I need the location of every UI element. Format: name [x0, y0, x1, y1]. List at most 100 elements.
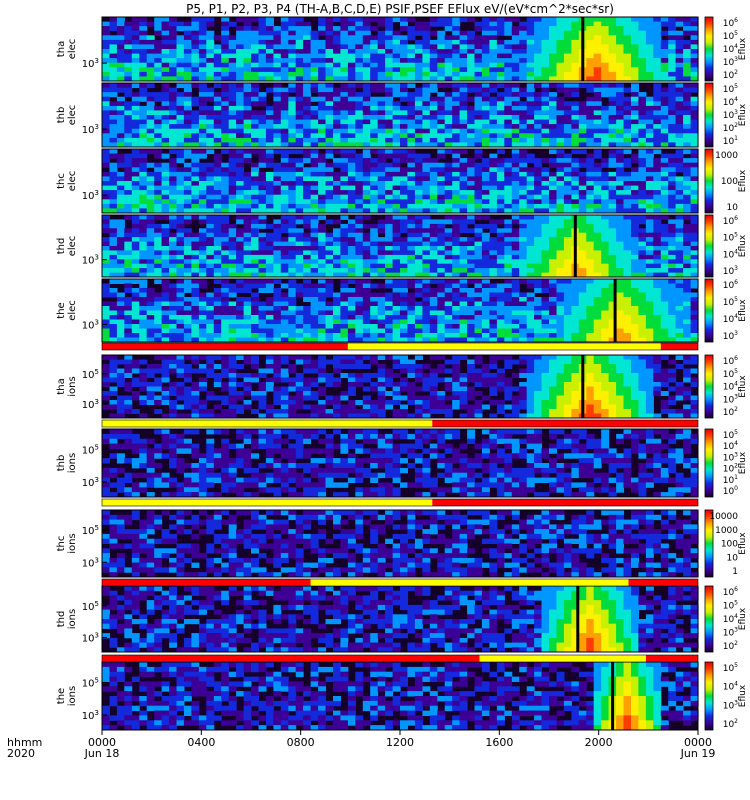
colorbar-tick-label: 103: [723, 451, 738, 463]
colorbar-label: Eflux: [738, 103, 748, 126]
colorbar-tick-label: 103: [723, 627, 738, 639]
panel-frame: [101, 354, 699, 419]
colorbar-gradient: [704, 16, 714, 82]
colorbar-tick-label: 102: [723, 69, 738, 81]
panel-frame: [101, 16, 699, 82]
colorbar-tick-label: 105: [723, 296, 738, 308]
shadow-segment: [102, 579, 311, 586]
panel-label: thc elec: [56, 171, 78, 192]
spectrogram-cells: [102, 149, 699, 214]
panel-the-elec: the elec 103: [56, 278, 699, 343]
colorbar-tick-label: 106: [723, 17, 738, 29]
panel-label: tha ions: [56, 376, 78, 396]
y-tick-label: 103: [82, 57, 99, 70]
colorbar-gradient: [704, 428, 714, 498]
panel-label: thd ions: [56, 609, 78, 629]
spectrogram-cells: [102, 17, 699, 82]
shadow-bar-thd: [101, 578, 699, 587]
colorbar-tick-label: 100: [721, 177, 738, 187]
colorbar-tick-label: 103: [723, 109, 738, 121]
y-tick-label: 103: [82, 398, 99, 411]
colorbar-tick-label: 103: [723, 393, 738, 405]
y-tick-label: 103: [82, 189, 99, 202]
panel-the-ions: the ions 105 103: [56, 661, 699, 731]
x-tick-time: 1200: [386, 736, 414, 749]
shadow-bar-tha: [101, 342, 699, 351]
panel-species-label: ions: [67, 609, 78, 629]
colorbar-tick-label: 105: [723, 30, 738, 42]
shadow-segment: [102, 499, 433, 506]
panel-probe-label: thd: [56, 238, 67, 255]
panel-species-label: ions: [67, 533, 78, 553]
y-tick-label: 105: [82, 600, 99, 613]
shadow-segment: [347, 343, 661, 350]
colorbars: 106105104103102Eflux105104103102101Eflux…: [704, 16, 748, 731]
panel-frame: [101, 278, 699, 343]
shadow-segment: [660, 343, 699, 350]
colorbar-gradient: [704, 509, 714, 578]
colorbar-gradient: [704, 661, 714, 731]
colorbar-tick-label: 106: [723, 279, 738, 291]
colorbar-gradient: [704, 148, 714, 214]
panel-thd-ions: thd ions 105 103: [56, 585, 699, 653]
colorbar-tick-label: 104: [723, 313, 738, 325]
colorbar-thc-ions: 10000 1000 100 10 1 Eflux: [704, 509, 748, 578]
panel-frame: [101, 509, 699, 578]
colorbar-tick-label: 102: [723, 718, 738, 730]
x-tick-time: 0000: [684, 736, 712, 749]
colorbar-tick-label: 102: [723, 640, 738, 652]
y-tick-label: 105: [82, 443, 99, 456]
colorbar-tick-label: 103: [723, 330, 738, 342]
colorbar-tick-label: 1: [732, 567, 738, 577]
y-tick-label: 105: [82, 368, 99, 381]
shadow-bar-the: [101, 654, 699, 663]
panel-probe-label: thb: [56, 107, 67, 124]
panel-probe-label: tha: [56, 378, 67, 394]
colorbar-the-ions: 105 104 103 102 Eflux: [704, 661, 748, 731]
colorbar-gradient: [704, 278, 714, 343]
colorbar-label: Eflux: [738, 234, 748, 257]
panel-label: thb elec: [56, 105, 78, 126]
spectrogram-cells: [102, 215, 699, 278]
x-tick-time: 0800: [287, 736, 315, 749]
colorbar-tick-label: 105: [723, 662, 738, 674]
x-tick-time: 0400: [187, 736, 215, 749]
x-label-year: 2020: [7, 747, 35, 760]
x-tick-date: Jun 19: [680, 747, 716, 760]
colorbar-tick-label: 106: [723, 355, 738, 367]
spectrogram-cells: [102, 510, 699, 578]
colorbar-tick-label: 102: [723, 122, 738, 134]
colorbar-tick-label: 1000: [715, 151, 738, 161]
colorbar-tick-label: 10: [727, 203, 739, 213]
colorbar-label: Eflux: [738, 607, 748, 630]
colorbar-tick-label: 10: [727, 553, 739, 563]
colorbar-tick-label: 100: [721, 540, 738, 550]
colorbar-tick-label: 103: [723, 265, 738, 277]
panel-label: thd elec: [56, 236, 78, 257]
colorbar-tick-label: 101: [723, 135, 738, 147]
shadow-bar-thc: [101, 498, 699, 507]
y-tick-label: 103: [82, 476, 99, 489]
colorbar-tick-label: 105: [723, 600, 738, 612]
y-tick-label: 103: [82, 123, 99, 136]
shadow-segment: [102, 420, 433, 427]
data-gap: [611, 662, 615, 730]
panel-species-label: elec: [67, 39, 78, 60]
panel-probe-label: thb: [56, 455, 67, 472]
colorbar-tick-label: 1000: [715, 526, 738, 536]
panel-species-label: ions: [67, 376, 78, 396]
colorbar-tick-label: 104: [723, 440, 738, 452]
colorbar-tick-label: 104: [723, 43, 738, 55]
colorbar-label: Eflux: [738, 684, 748, 707]
panel-label: thc ions: [56, 533, 78, 553]
data-gap: [581, 355, 585, 418]
panel-thd-elec: thd elec 103: [56, 214, 699, 278]
panel-tha-elec: tha elec 103: [56, 16, 699, 82]
